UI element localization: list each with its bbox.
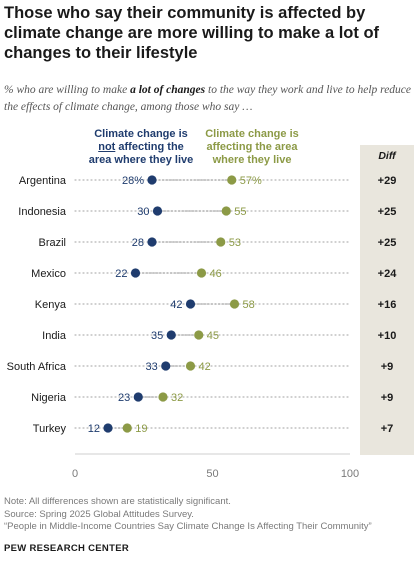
dot-affected	[196, 268, 207, 278]
diff-value: +24	[378, 268, 398, 280]
dot-not-affected	[103, 423, 113, 433]
diff-value: +9	[381, 392, 394, 404]
value-label-not-affected: 23	[118, 392, 130, 404]
value-label-not-affected: 30	[137, 206, 149, 218]
diff-header: Diff	[378, 150, 396, 162]
dot-affected	[185, 361, 196, 371]
note-text: Note: All differences shown are statisti…	[4, 496, 231, 507]
diff-value: +25	[378, 237, 397, 249]
value-label-affected: 42	[199, 361, 211, 373]
country-label: Argentina	[19, 175, 67, 187]
country-label: Turkey	[33, 423, 67, 435]
country-label: Indonesia	[18, 206, 67, 218]
chart-subtitle: % who are willing to make a lot of chang…	[4, 82, 416, 116]
country-label: India	[42, 330, 67, 342]
country-label: Mexico	[31, 268, 66, 280]
country-label: Brazil	[38, 237, 66, 249]
diff-value: +16	[378, 299, 397, 311]
dot-not-affected	[161, 361, 171, 371]
value-label-affected: 32	[171, 392, 183, 404]
subtitle-emphasis: a lot of changes	[130, 84, 206, 96]
value-label-affected: 55	[234, 206, 246, 218]
value-label-affected: 53	[229, 237, 241, 249]
value-label-not-affected: 42	[170, 299, 182, 311]
legend-not-affected: Climate change is not affecting the area…	[85, 128, 197, 167]
dot-not-affected	[185, 299, 196, 309]
value-label-affected: 19	[135, 423, 147, 435]
dot-not-affected	[166, 330, 176, 340]
brand-logo-text: PEW RESEARCH CENTER	[4, 543, 129, 554]
x-tick-label: 50	[206, 468, 218, 480]
dot-not-affected	[130, 268, 141, 278]
diff-column-background	[360, 145, 414, 455]
country-label: Nigeria	[31, 392, 67, 404]
value-label-affected: 57%	[240, 175, 262, 187]
chart-notes: Note: All differences shown are statisti…	[4, 496, 416, 534]
country-label: South Africa	[7, 361, 67, 373]
value-label-not-affected: 28	[132, 237, 144, 249]
x-tick-label: 100	[341, 468, 359, 480]
value-label-not-affected: 28%	[122, 175, 144, 187]
subtitle-start: % who are willing to make	[4, 84, 131, 96]
diff-value: +9	[381, 361, 394, 373]
chart-title: Those who say their community is affecte…	[4, 4, 380, 62]
value-label-affected: 46	[210, 268, 222, 280]
value-label-affected: 58	[243, 299, 255, 311]
diff-value: +29	[378, 175, 397, 187]
dot-affected	[158, 392, 168, 402]
dot-affected	[221, 206, 231, 216]
subtitle-end: to the way they work and live to help re…	[4, 84, 412, 113]
diff-value: +7	[381, 423, 394, 435]
dot-not-affected	[147, 237, 157, 247]
dot-affected	[122, 423, 132, 433]
value-label-not-affected: 33	[146, 361, 158, 373]
legend-not-underlined: not	[98, 141, 116, 153]
dot-affected	[216, 237, 226, 247]
dot-affected	[194, 330, 204, 340]
dot-not-affected	[133, 392, 143, 402]
country-label: Kenya	[35, 299, 67, 311]
dot-affected	[227, 175, 237, 185]
legend-not-line2: affecting the	[115, 141, 184, 153]
x-tick-label: 0	[72, 468, 78, 480]
diff-value: +25	[378, 206, 397, 218]
dot-not-affected	[152, 206, 163, 216]
source-text: Source: Spring 2025 Global Attitudes Sur…	[4, 508, 194, 520]
value-label-not-affected: 35	[151, 330, 163, 342]
value-label-affected: 45	[207, 330, 219, 342]
dot-not-affected	[147, 175, 157, 185]
dot-affected	[229, 299, 240, 309]
value-label-not-affected: 12	[88, 423, 100, 435]
dot-plot: 0 50 100 Argentina 28% 57% +29 Indonesia 30 55 +25…	[7, 175, 398, 480]
report-title: “People in Middle-Income Countries Say C…	[4, 521, 372, 532]
legend-not-line3: area where they live	[88, 154, 194, 166]
value-label-not-affected: 22	[115, 268, 127, 280]
legend-affected: Climate change is affecting the area whe…	[205, 128, 299, 166]
legend-not-line1: Climate change is	[94, 128, 188, 140]
diff-value: +10	[378, 330, 397, 342]
